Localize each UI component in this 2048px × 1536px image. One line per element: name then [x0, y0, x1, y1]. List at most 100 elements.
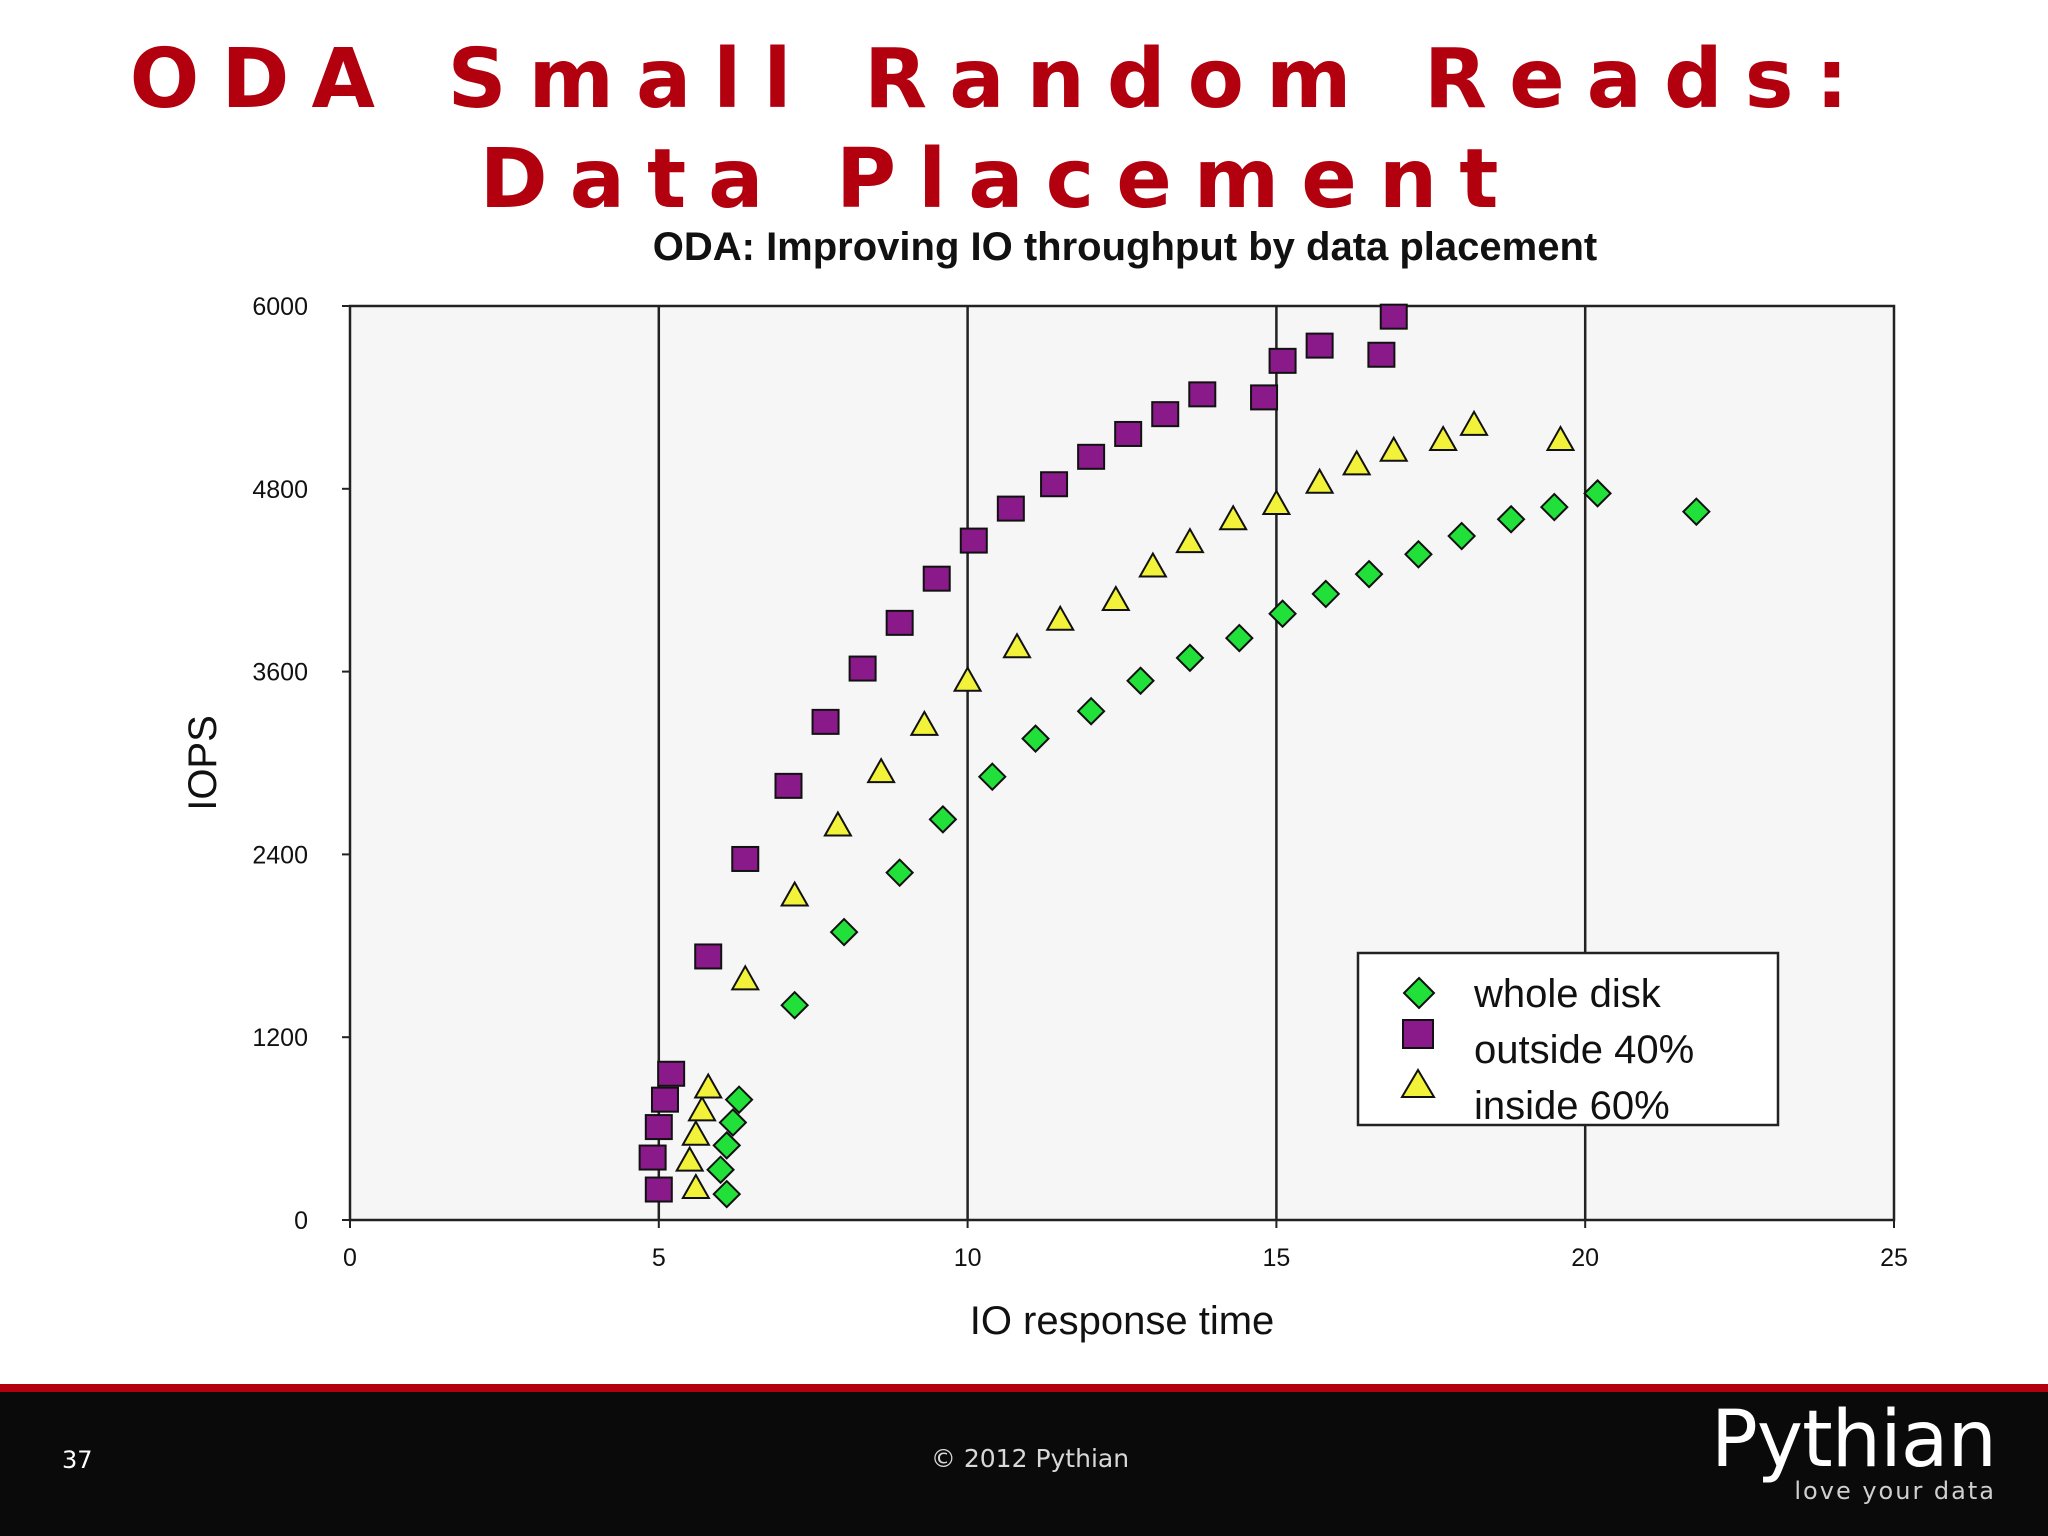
copyright-notice: © 2012 Pythian [930, 1444, 1130, 1473]
y-tick-label: 3600 [252, 659, 308, 687]
point-outside-40 [650, 1086, 679, 1113]
point-whole-disk [712, 1130, 742, 1160]
slide-title: ODA Small Random Reads: Data Placement [129, 32, 1871, 227]
point-outside-40 [811, 708, 840, 735]
x-tick-label: 25 [1880, 1244, 1908, 1272]
point-whole-disk [1175, 643, 1205, 673]
plot-frame [348, 304, 1896, 1222]
x-tick-label: 15 [1262, 1244, 1290, 1272]
point-whole-disk [1126, 666, 1155, 696]
point-whole-disk [885, 858, 915, 888]
point-whole-disk [1404, 539, 1433, 569]
point-whole-disk [1539, 492, 1569, 522]
point-whole-disk [1583, 478, 1612, 508]
point-inside-60 [674, 1145, 705, 1172]
point-inside-60 [1459, 409, 1489, 436]
point-inside-60 [1304, 467, 1335, 494]
x-tick-label: 10 [954, 1244, 982, 1272]
point-outside-40 [848, 655, 877, 682]
axes: 0 5 10 15 20 25 0 1200 2400 3600 4800 6000 [252, 293, 1908, 1272]
footer-divider [0, 1384, 2048, 1392]
point-whole-disk [928, 804, 958, 834]
x-tick-label: 5 [652, 1244, 666, 1272]
point-inside-60 [693, 1072, 723, 1099]
point-inside-60 [909, 709, 940, 736]
point-inside-60 [681, 1119, 711, 1146]
brand-name: Pythian [1710, 1395, 1997, 1485]
point-whole-disk [706, 1155, 735, 1185]
point-whole-disk [1447, 521, 1477, 551]
point-outside-40 [1305, 332, 1334, 359]
point-outside-40 [1367, 341, 1396, 368]
point-whole-disk [1354, 559, 1384, 589]
chart-figure: 0 5 10 15 20 25 0 1200 2400 3600 4800 6000 ODA: Imp… [150, 210, 1950, 1360]
point-inside-60 [687, 1095, 717, 1122]
legend: whole disk outside 40% inside 60% [1356, 951, 1780, 1128]
point-outside-40 [694, 943, 723, 970]
point-inside-60 [681, 1172, 711, 1200]
point-inside-60 [1002, 632, 1032, 659]
legend-label-inside-60: inside 60% [1474, 1084, 1670, 1128]
point-inside-60 [1428, 425, 1458, 452]
point-outside-40 [1250, 384, 1279, 411]
point-outside-40 [922, 565, 951, 592]
point-outside-40 [774, 772, 803, 799]
point-outside-40 [1188, 381, 1217, 408]
brand-tagline: love your data [1794, 1477, 1996, 1505]
pythian-logo: Pythian love your data [1710, 1395, 1997, 1505]
point-whole-disk [1681, 497, 1711, 527]
point-whole-disk [718, 1108, 748, 1137]
x-tick-label: 0 [343, 1244, 357, 1272]
point-whole-disk [829, 917, 859, 947]
point-inside-60 [1138, 551, 1168, 578]
point-inside-60 [1341, 449, 1372, 476]
point-inside-60 [1379, 435, 1409, 462]
point-whole-disk [780, 990, 810, 1020]
chart-title: ODA: Improving IO throughput by data pla… [653, 225, 1597, 269]
point-outside-40 [996, 495, 1025, 522]
point-whole-disk [712, 1179, 742, 1209]
point-inside-60 [1045, 604, 1075, 631]
y-tick-label: 6000 [252, 293, 308, 321]
point-inside-60 [1101, 584, 1131, 612]
page-number: 37 [62, 1446, 93, 1474]
point-outside-40 [1379, 303, 1408, 330]
legend-marker-whole-disk [1402, 976, 1436, 1010]
scatter-chart: 0 5 10 15 20 25 0 1200 2400 3600 4800 6000 ODA: Imp… [150, 210, 1950, 1360]
point-inside-60 [866, 757, 896, 784]
point-inside-60 [1261, 489, 1292, 516]
point-outside-40 [657, 1060, 686, 1087]
footer-bar: 37 © 2012 Pythian Pythian love your data [0, 1384, 2048, 1536]
legend-marker-inside-60 [1400, 1068, 1436, 1098]
y-tick-label: 4800 [252, 476, 308, 504]
legend-marker-outside-40 [1402, 1019, 1434, 1049]
y-axis-label: IOPS [181, 715, 225, 811]
point-inside-60 [1545, 425, 1576, 452]
point-outside-40 [885, 609, 914, 636]
y-tick-label: 1200 [252, 1024, 308, 1052]
point-whole-disk [1311, 579, 1341, 609]
point-whole-disk [724, 1085, 754, 1115]
point-outside-40 [731, 845, 760, 872]
point-outside-40 [959, 527, 988, 554]
x-axis-label: IO response time [970, 1299, 1275, 1343]
point-inside-60 [730, 964, 760, 991]
point-whole-disk [977, 762, 1007, 792]
point-outside-40 [1040, 471, 1069, 498]
point-inside-60 [952, 665, 983, 692]
point-inside-60 [1218, 504, 1248, 531]
legend-label-outside-40: outside 40% [1474, 1028, 1694, 1072]
y-tick-label: 0 [294, 1207, 308, 1235]
point-whole-disk [1496, 504, 1526, 534]
y-tick-label: 2400 [252, 841, 308, 869]
point-inside-60 [823, 810, 853, 837]
point-outside-40 [644, 1114, 673, 1141]
point-outside-40 [638, 1144, 667, 1171]
point-whole-disk [1076, 696, 1106, 726]
point-inside-60 [1175, 527, 1205, 554]
point-outside-40 [1151, 401, 1180, 428]
legend-label-whole-disk: whole disk [1473, 972, 1662, 1016]
point-whole-disk [1224, 623, 1254, 653]
point-whole-disk [1021, 724, 1050, 754]
point-outside-40 [1077, 443, 1106, 470]
